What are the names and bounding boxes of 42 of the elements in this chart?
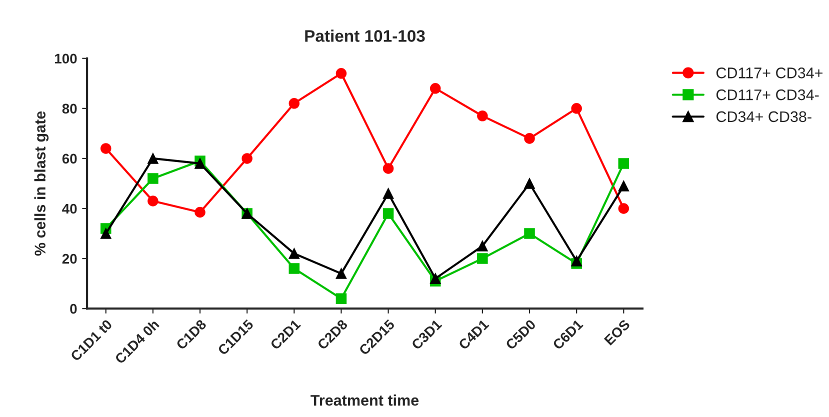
legend-label: CD117+ CD34- [716, 89, 819, 100]
point [382, 163, 394, 174]
point [148, 173, 158, 184]
point [524, 228, 535, 239]
point [288, 263, 300, 274]
x-axis-title: Treatment time [310, 394, 419, 406]
point [288, 248, 300, 259]
point [288, 98, 300, 109]
y-tick-label: 40 [62, 204, 77, 214]
point [430, 273, 441, 284]
y-tick-label: 0 [70, 304, 77, 314]
point [477, 110, 488, 122]
y-tick-label: 80 [62, 104, 77, 114]
point [477, 240, 488, 252]
point [100, 228, 112, 239]
point [194, 158, 206, 169]
point [618, 158, 630, 169]
point [336, 293, 347, 304]
point [618, 203, 630, 214]
legend-label: CD34+ CD38- [716, 111, 812, 122]
point [336, 68, 347, 79]
legend-label: CD117+ CD34+ [716, 68, 822, 78]
point [100, 143, 112, 154]
point [524, 178, 535, 189]
point [430, 83, 441, 94]
point [571, 103, 582, 114]
point [336, 268, 347, 279]
point [477, 253, 488, 264]
point [571, 256, 582, 266]
y-tick-label: 20 [62, 254, 77, 264]
point [148, 196, 158, 206]
y-tick-label: 60 [62, 154, 77, 164]
point [618, 180, 630, 192]
point [382, 188, 394, 199]
point [382, 208, 394, 219]
point [194, 206, 206, 218]
y-axis-title: % cells in blast gate [34, 111, 49, 256]
chart-title: Patient 101-103 [305, 30, 425, 42]
point [524, 133, 535, 144]
point [148, 153, 158, 164]
y-tick-label: 100 [55, 54, 77, 64]
point [242, 153, 252, 164]
